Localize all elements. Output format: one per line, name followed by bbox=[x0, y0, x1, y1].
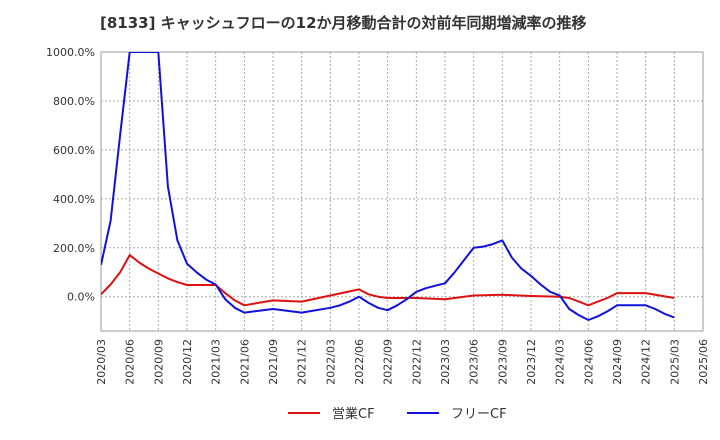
x-tick-label: 2021/09 bbox=[267, 339, 280, 385]
chart-title: [8133] キャッシュフローの12か月移動合計の対前年同期増減率の推移 bbox=[100, 14, 587, 32]
x-tick-label: 2020/09 bbox=[152, 339, 165, 385]
x-tick-label: 2021/06 bbox=[238, 339, 251, 385]
x-axis: 2020/03 2020/06 2020/09 2020/12 2021/03 2021/… bbox=[95, 339, 710, 385]
legend: 営業CF フリーCF bbox=[288, 406, 507, 422]
x-tick-label: 2025/03 bbox=[668, 339, 681, 385]
x-tick-label: 2020/12 bbox=[181, 339, 194, 385]
plot-area bbox=[100, 51, 704, 332]
y-tick-label: 600.0% bbox=[53, 144, 95, 157]
legend-label-0: 営業CF bbox=[332, 406, 375, 422]
y-tick-label: 400.0% bbox=[53, 193, 95, 206]
series-lines bbox=[101, 52, 675, 321]
x-tick-label: 2022/12 bbox=[410, 339, 423, 385]
legend-label-1: フリーCF bbox=[451, 407, 507, 422]
x-tick-label: 2021/03 bbox=[210, 339, 223, 385]
y-tick-label: 0.0% bbox=[67, 291, 95, 304]
x-tick-label: 2023/06 bbox=[468, 339, 481, 385]
x-tick-label: 2024/06 bbox=[582, 339, 595, 385]
y-tick-label: 200.0% bbox=[53, 242, 95, 255]
x-tick-label: 2023/03 bbox=[439, 339, 452, 385]
y-axis: 0.0% 200.0% 400.0% 600.0% 800.0% 1000.0% bbox=[46, 46, 95, 304]
x-tick-label: 2020/03 bbox=[95, 339, 108, 385]
grid bbox=[101, 52, 703, 331]
x-tick-label: 2024/12 bbox=[640, 339, 653, 385]
x-tick-label: 2021/12 bbox=[296, 339, 309, 385]
x-tick-label: 2023/09 bbox=[496, 339, 509, 385]
x-tick-label: 2022/03 bbox=[324, 339, 337, 385]
x-tick-label: 2022/06 bbox=[353, 339, 366, 385]
x-tick-label: 2023/12 bbox=[525, 339, 538, 385]
y-tick-label: 800.0% bbox=[53, 95, 95, 108]
y-tick-label: 1000.0% bbox=[46, 46, 95, 59]
x-tick-label: 2020/06 bbox=[124, 339, 137, 385]
x-tick-label: 2024/03 bbox=[554, 339, 567, 385]
x-tick-label: 2022/09 bbox=[382, 339, 395, 385]
x-tick-label: 2024/09 bbox=[611, 339, 624, 385]
series-line-1 bbox=[101, 52, 675, 321]
series-line-0 bbox=[101, 254, 675, 307]
x-tick-label: 2025/06 bbox=[697, 339, 710, 385]
